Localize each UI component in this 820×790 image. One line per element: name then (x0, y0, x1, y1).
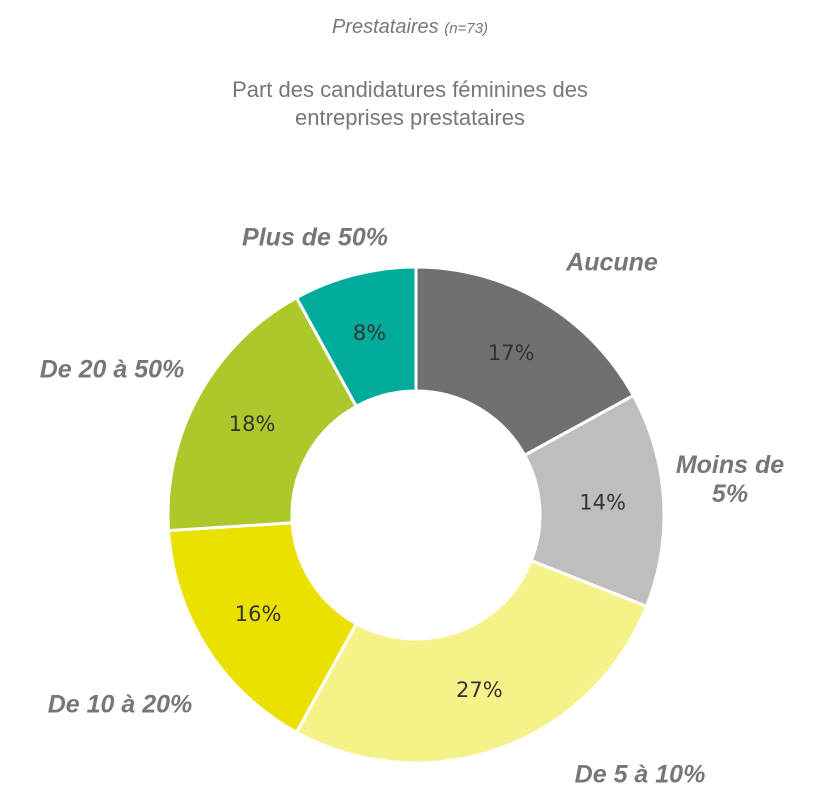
donut-slice (166, 521, 359, 735)
category-label: Aucune (566, 248, 658, 277)
donut-slice (294, 558, 649, 765)
data-label: 14% (579, 490, 626, 514)
category-label: De 20 à 50% (39, 355, 185, 384)
category-label: De 5 à 10% (574, 760, 706, 789)
chart-title: Prestataires (n=73) (0, 16, 820, 39)
data-label: 16% (235, 602, 282, 626)
data-label: 8% (353, 321, 386, 345)
data-label: 18% (229, 412, 276, 436)
donut-slice (294, 265, 418, 409)
category-label: Plus de 50% (242, 223, 388, 252)
title: Prestataires (331, 16, 439, 38)
category-label: De 10 à 20% (47, 690, 193, 719)
title-note: (n=73) (444, 20, 489, 37)
data-label: 27% (456, 678, 503, 702)
donut-slice (166, 295, 359, 533)
chart-subtitle: Part des candidatures féminines des entr… (232, 77, 588, 130)
data-label: 17% (488, 341, 535, 365)
category-label: Moins de 5% (675, 451, 785, 508)
donut-slice (522, 393, 666, 609)
donut-slice (414, 265, 636, 458)
